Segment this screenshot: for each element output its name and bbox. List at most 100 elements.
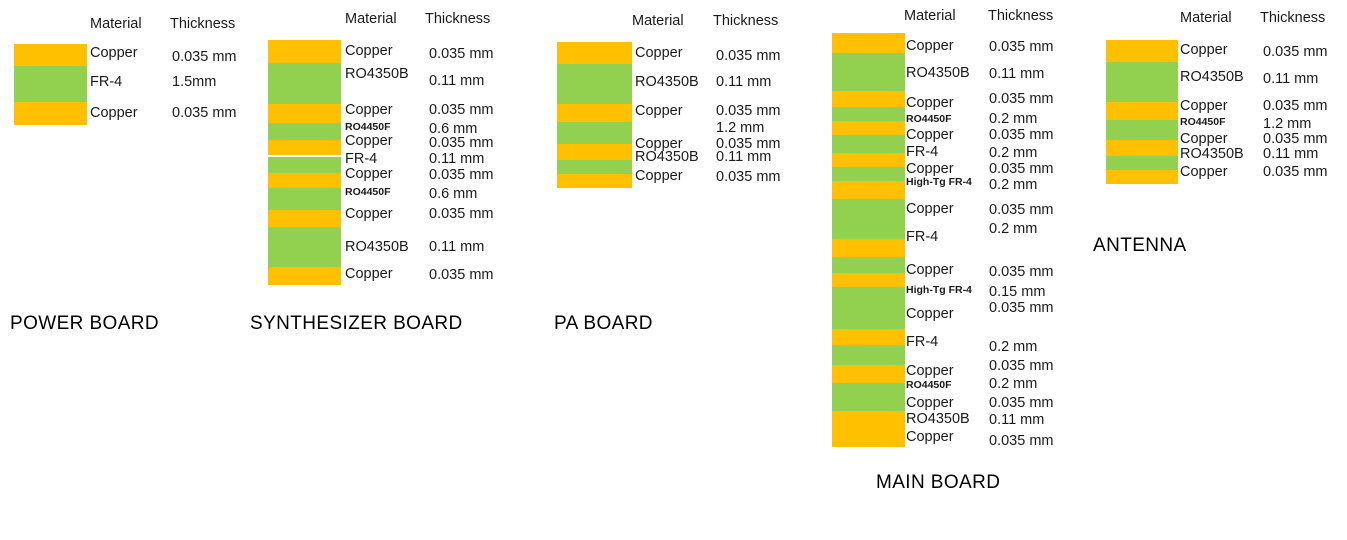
layer-material-label: Copper: [635, 103, 683, 119]
layer-thickness-label: 0.2 mm: [989, 376, 1038, 392]
layer-material-label: Copper: [345, 166, 393, 182]
layer-thickness-label: 0.11 mm: [1263, 71, 1319, 87]
layer-band-copper: [832, 33, 905, 53]
board-title-antenna: ANTENNA: [1093, 235, 1187, 256]
layer-thickness-label: 0.035 mm: [429, 267, 494, 283]
layer-thickness-label: 0.035 mm: [1263, 98, 1328, 114]
layer-thickness-label: 0.035 mm: [989, 202, 1054, 218]
layer-band-dielectric: [1106, 156, 1178, 170]
layer-thickness-label: 0.035 mm: [989, 161, 1054, 177]
layer-band-copper: [268, 210, 341, 227]
layer-thickness-label: 0.11 mm: [989, 66, 1045, 82]
layer-band-copper: [1106, 170, 1178, 184]
layer-band-copper: [1106, 40, 1178, 62]
layer-band-copper: [832, 121, 905, 135]
layer-material-label: Copper: [635, 136, 683, 152]
layer-thickness-label: 0.11 mm: [429, 73, 485, 89]
material-column-header: Material: [345, 11, 397, 27]
layer-band-dielectric: [1106, 120, 1178, 140]
layer-thickness-label: 0.035 mm: [989, 264, 1054, 280]
layer-material-label: Copper: [345, 102, 393, 118]
layer-material-label: RO4350B: [345, 66, 409, 82]
layer-band-dielectric: [832, 53, 905, 91]
board-title-power-board: POWER BOARD: [10, 313, 160, 334]
layer-thickness-label: 0.11 mm: [429, 239, 485, 255]
layer-band-copper: [268, 40, 341, 63]
layer-thickness-label: 0.035 mm: [172, 105, 237, 121]
thickness-column-header: Thickness: [170, 16, 236, 32]
layer-material-label: FR-4: [345, 151, 378, 167]
board-title-pa-board: PA BOARD: [554, 313, 653, 334]
layer-thickness-label: 0.035 mm: [429, 167, 494, 183]
layer-band-dielectric: [832, 107, 905, 121]
layer-thickness-label: 0.035 mm: [989, 91, 1054, 107]
layer-material-label: Copper: [906, 262, 954, 278]
layer-band-dielectric: [268, 157, 341, 173]
thickness-column-header: Thickness: [713, 13, 779, 29]
layer-material-label: FR-4: [906, 144, 939, 160]
layer-thickness-label: 0.035 mm: [1263, 131, 1328, 147]
layer-material-label: Copper: [1180, 42, 1228, 58]
layer-thickness-label: 0.2 mm: [989, 221, 1038, 237]
layer-material-label: Copper: [635, 168, 683, 184]
layer-material-label: Copper: [906, 161, 954, 177]
layer-band-copper: [832, 91, 905, 107]
layer-material-label: RO4350B: [906, 65, 970, 81]
layer-material-label: Copper: [906, 395, 954, 411]
layer-material-label: Copper: [906, 429, 954, 445]
layer-thickness-label: 0.035 mm: [716, 103, 781, 119]
layer-thickness-label: 0.035 mm: [429, 102, 494, 118]
layer-band-dielectric: [268, 227, 341, 267]
board-title-synthesizer-board: SYNTHESIZER BOARD: [250, 313, 463, 334]
layer-band-copper: [1106, 102, 1178, 120]
layer-thickness-label: 0.035 mm: [989, 127, 1054, 143]
layer-thickness-label: 0.2 mm: [989, 145, 1038, 161]
layer-thickness-label: 0.035 mm: [989, 358, 1054, 374]
layer-thickness-label: 0.2 mm: [989, 111, 1038, 127]
layer-material-label: Copper: [345, 266, 393, 282]
layer-band-dielectric: [1106, 62, 1178, 102]
layer-material-label: RO4450F: [906, 379, 952, 391]
layer-thickness-label: 0.2 mm: [989, 339, 1038, 355]
layer-band-copper: [268, 140, 341, 155]
layer-thickness-label: 0.035 mm: [716, 48, 781, 64]
layer-thickness-label: 0.11 mm: [716, 149, 772, 165]
layer-thickness-label: 0.035 mm: [989, 433, 1054, 449]
layer-band-copper: [268, 173, 341, 188]
layer-thickness-label: 1.2 mm: [716, 120, 765, 136]
layer-material-label: RO4450F: [345, 121, 391, 133]
layer-material-label: Copper: [90, 45, 138, 61]
layer-material-label: Copper: [906, 38, 954, 54]
layer-band-copper: [14, 102, 87, 125]
layer-band-copper: [832, 239, 905, 257]
layer-band-dielectric: [557, 64, 632, 104]
material-column-header: Material: [632, 13, 684, 29]
layer-thickness-label: 0.11 mm: [1263, 146, 1319, 162]
board-title-main-board: MAIN BOARD: [876, 472, 1001, 493]
layer-material-label: Copper: [906, 127, 954, 143]
layer-band-copper: [268, 104, 341, 123]
layer-band-dielectric: [832, 167, 905, 181]
layer-material-label: Copper: [906, 363, 954, 379]
layer-band-copper: [832, 153, 905, 167]
layer-material-label: RO4350B: [906, 411, 970, 427]
layer-band-dielectric: [557, 160, 632, 174]
layer-thickness-label: 0.035 mm: [989, 395, 1054, 411]
layer-band-dielectric: [557, 122, 632, 144]
layer-thickness-label: 0.035 mm: [1263, 44, 1328, 60]
layer-thickness-label: 1.5mm: [172, 74, 217, 90]
layer-material-label: RO4450F: [1180, 116, 1226, 128]
layer-thickness-label: 0.2 mm: [989, 177, 1038, 193]
layer-band-copper: [832, 365, 905, 383]
layer-material-label: RO4350B: [345, 239, 409, 255]
layer-band-copper: [1106, 140, 1178, 156]
layer-material-label: Copper: [1180, 131, 1228, 147]
layer-band-copper: [832, 181, 905, 199]
material-column-header: Material: [90, 16, 142, 32]
layer-material-label: Copper: [906, 95, 954, 111]
layer-thickness-label: 0.035 mm: [429, 206, 494, 222]
layer-thickness-label: 0.035 mm: [429, 46, 494, 62]
layer-band-dielectric: [268, 63, 341, 104]
layer-material-label: Copper: [345, 206, 393, 222]
layer-material-label: Copper: [90, 105, 138, 121]
